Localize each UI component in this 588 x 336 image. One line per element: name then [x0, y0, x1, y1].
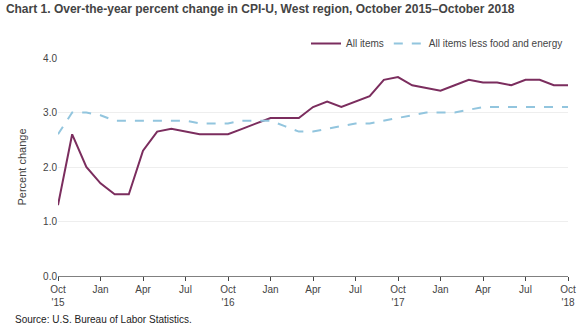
svg-text:Oct'18: Oct'18 — [560, 284, 576, 308]
svg-text:Jan: Jan — [262, 284, 278, 295]
svg-text:Apr: Apr — [135, 284, 151, 295]
svg-text:Apr: Apr — [475, 284, 491, 295]
svg-text:All items: All items — [346, 38, 384, 49]
svg-text:Source: U.S. Bureau of Labor S: Source: U.S. Bureau of Labor Statistics. — [15, 314, 192, 325]
svg-text:All items less food and energy: All items less food and energy — [429, 38, 562, 49]
svg-text:0.0: 0.0 — [43, 271, 57, 282]
svg-text:Percent change: Percent change — [16, 128, 28, 205]
svg-text:Oct'15: Oct'15 — [50, 284, 66, 308]
svg-text:Apr: Apr — [305, 284, 321, 295]
svg-text:Jan: Jan — [92, 284, 108, 295]
svg-text:Chart 1. Over-the-year percent: Chart 1. Over-the-year percent change in… — [6, 2, 515, 16]
svg-text:4.0: 4.0 — [43, 53, 57, 64]
svg-text:Jul: Jul — [179, 284, 192, 295]
svg-text:Oct'17: Oct'17 — [390, 284, 406, 308]
svg-text:Jul: Jul — [519, 284, 532, 295]
svg-text:Oct'16: Oct'16 — [220, 284, 236, 308]
svg-text:Jan: Jan — [432, 284, 448, 295]
svg-text:2.0: 2.0 — [43, 162, 57, 173]
svg-text:3.0: 3.0 — [43, 107, 57, 118]
svg-text:1.0: 1.0 — [43, 216, 57, 227]
svg-text:Jul: Jul — [349, 284, 362, 295]
